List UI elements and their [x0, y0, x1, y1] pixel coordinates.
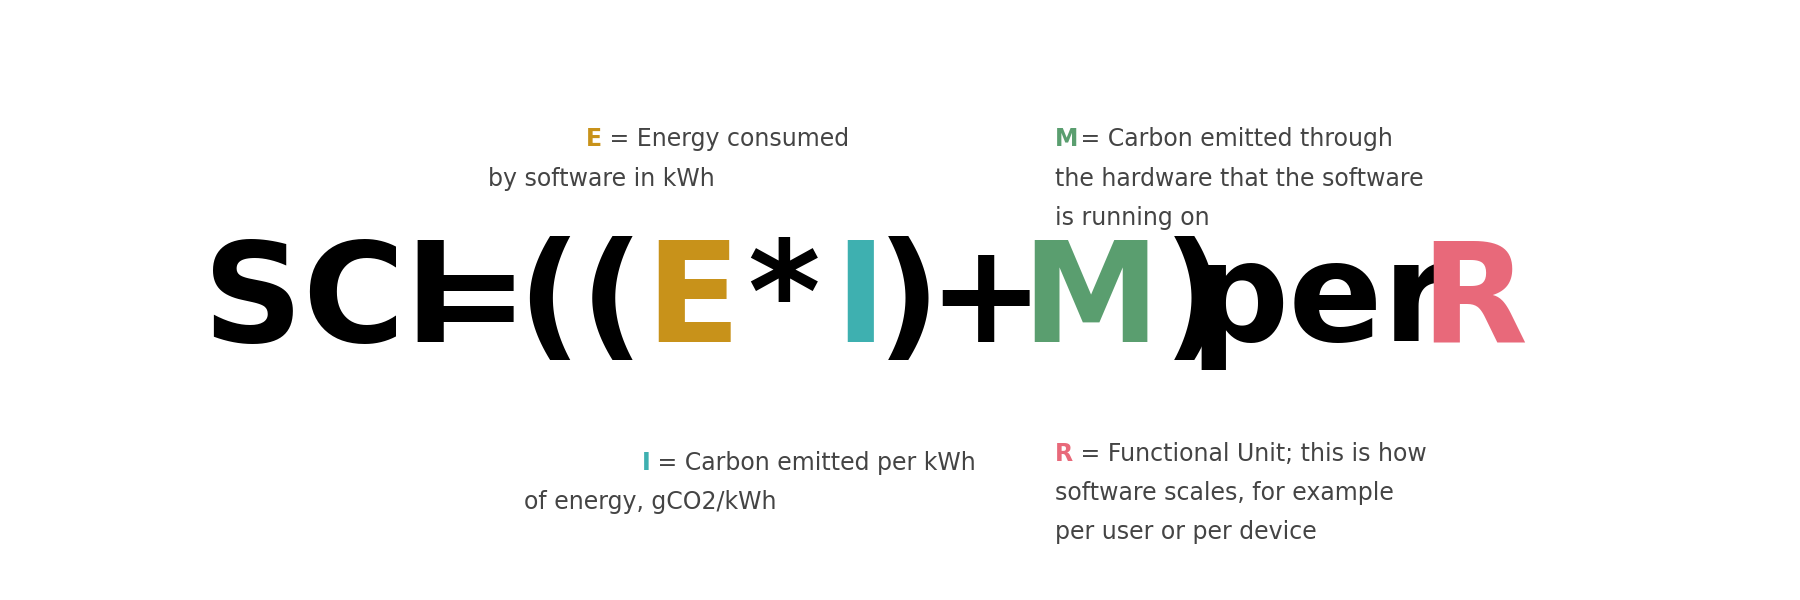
Text: software scales, for example: software scales, for example — [1055, 481, 1393, 505]
Text: R: R — [1420, 235, 1526, 370]
Text: *: * — [747, 235, 819, 370]
Text: =: = — [410, 235, 527, 370]
Text: E: E — [644, 235, 740, 370]
Text: M: M — [1021, 235, 1159, 370]
Text: of energy, gCO2/kWh: of energy, gCO2/kWh — [524, 490, 778, 514]
Text: = Carbon emitted through: = Carbon emitted through — [1073, 127, 1393, 151]
Text: = Energy consumed: = Energy consumed — [601, 127, 850, 151]
Text: +: + — [927, 235, 1044, 370]
Text: E: E — [585, 127, 601, 151]
Text: M: M — [1055, 127, 1078, 151]
Text: per user or per device: per user or per device — [1055, 520, 1318, 544]
Text: ): ) — [1163, 235, 1226, 370]
Text: by software in kWh: by software in kWh — [488, 167, 715, 191]
Text: I: I — [833, 235, 886, 370]
Text: = Functional Unit; this is how: = Functional Unit; this is how — [1073, 442, 1427, 466]
Text: I: I — [643, 451, 650, 475]
Text: the hardware that the software: the hardware that the software — [1055, 167, 1424, 191]
Text: SCI: SCI — [203, 235, 457, 370]
Text: per: per — [1190, 235, 1451, 370]
Text: ): ) — [877, 235, 940, 370]
Text: is running on: is running on — [1055, 206, 1210, 230]
Text: = Carbon emitted per kWh: = Carbon emitted per kWh — [650, 451, 976, 475]
Text: R: R — [1055, 442, 1073, 466]
Text: ((: (( — [517, 235, 644, 370]
